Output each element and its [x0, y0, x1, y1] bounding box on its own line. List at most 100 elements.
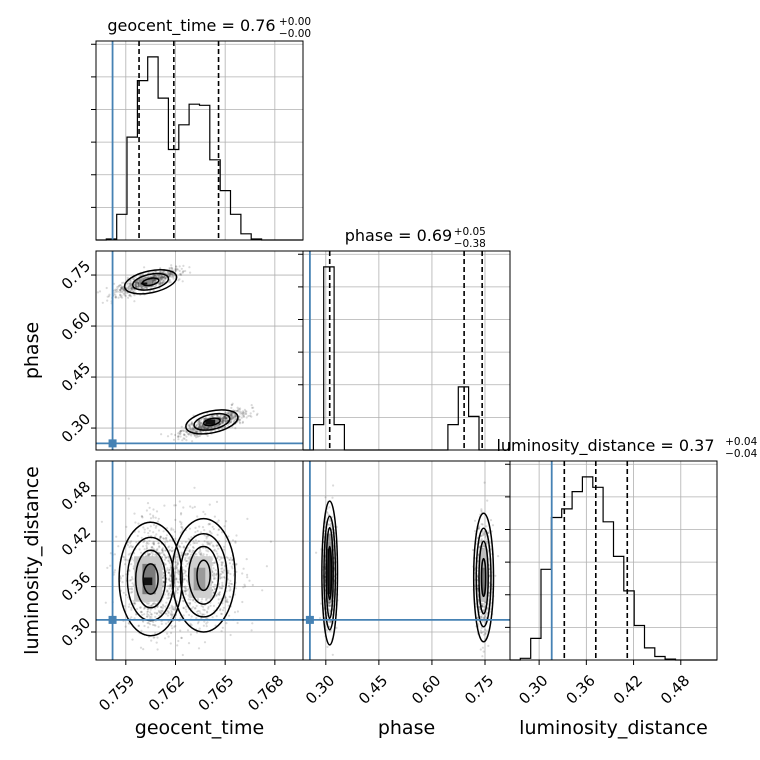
sample-point [479, 648, 482, 651]
sample-point [222, 569, 225, 572]
sample-point [119, 288, 122, 291]
sample-point [216, 555, 220, 558]
sample-point [251, 583, 254, 587]
sample-point [213, 515, 216, 518]
x-tick-label-phase: 0.75 [461, 671, 497, 707]
sample-point [236, 610, 239, 613]
sample-point [131, 545, 135, 548]
sample-point [113, 289, 116, 292]
sample-point [164, 277, 167, 280]
sample-point [485, 629, 488, 632]
sample-point [164, 537, 167, 540]
sample-point [230, 403, 234, 407]
sample-point [177, 438, 180, 441]
sample-point [137, 285, 140, 288]
sample-point [184, 589, 187, 592]
sample-point [241, 600, 244, 604]
sample-point [328, 518, 332, 521]
sample-point [190, 607, 193, 610]
sample-point [198, 420, 201, 423]
sample-point [215, 574, 218, 577]
sample-point [127, 285, 130, 288]
sample-point [228, 584, 231, 588]
sample-point [128, 603, 131, 606]
sample-point [224, 417, 227, 420]
sample-point [127, 296, 130, 299]
sample-point [193, 428, 196, 431]
sample-point [146, 610, 149, 613]
sample-point [226, 556, 229, 560]
sample-point [169, 272, 172, 275]
sample-point [229, 411, 232, 414]
sample-point [182, 264, 185, 267]
sample-point [161, 607, 164, 610]
sample-point [224, 599, 227, 602]
sample-point [229, 556, 232, 560]
sample-point [188, 266, 191, 269]
sample-point [183, 558, 187, 561]
sample-point [215, 572, 218, 575]
sample-point [180, 596, 183, 600]
sample-point [484, 632, 487, 635]
sample-point [328, 603, 331, 606]
contour-luminosity_distance-geocent_time [171, 517, 236, 633]
sample-point [154, 278, 157, 281]
sample-point [169, 566, 172, 569]
sample-point [153, 274, 156, 277]
sample-point [139, 646, 143, 649]
sample-point [200, 431, 203, 434]
sample-point [130, 558, 133, 561]
sample-point [142, 277, 146, 280]
sample-point [265, 565, 268, 568]
sample-point [329, 524, 332, 527]
sample-point [214, 588, 217, 591]
sample-point [229, 572, 232, 576]
sample-point [202, 608, 205, 611]
sample-point [234, 415, 237, 418]
sample-point [169, 568, 172, 571]
sample-point [159, 535, 162, 538]
sample-point [174, 560, 177, 563]
sample-point [223, 417, 226, 420]
sample-point [175, 555, 178, 558]
sample-point [199, 424, 202, 427]
sample-point [161, 551, 164, 554]
y-axis-label-phase: phase [21, 322, 43, 379]
sample-point [176, 591, 179, 594]
sample-point [148, 623, 152, 626]
sample-point [162, 281, 165, 284]
sample-point [154, 279, 157, 282]
sample-point [104, 601, 107, 604]
sample-point [176, 435, 180, 438]
sample-point [159, 276, 162, 279]
sample-point [481, 604, 484, 607]
sample-point [174, 537, 177, 540]
x-tick-label-luminosity_distance: 0.36 [562, 671, 598, 707]
sample-point [135, 281, 138, 284]
sample-point [328, 605, 331, 608]
sample-point [228, 562, 231, 565]
sample-point [324, 496, 327, 499]
sample-point [168, 539, 172, 542]
sample-point [210, 541, 213, 544]
sample-point [220, 417, 223, 420]
sample-point [136, 607, 139, 611]
sample-point [226, 419, 229, 422]
sample-point [202, 624, 205, 627]
sample-point [141, 277, 144, 281]
sample-point [236, 409, 239, 412]
sample-point [182, 600, 185, 603]
sample-point [168, 578, 171, 581]
sample-point [176, 553, 179, 556]
sample-point [208, 522, 211, 525]
sample-point [212, 574, 215, 578]
sample-point [227, 585, 230, 588]
sample-point [137, 624, 140, 627]
sample-point [161, 276, 165, 279]
sample-point [170, 609, 173, 612]
histogram-luminosity_distance [510, 476, 717, 661]
sample-point [154, 603, 157, 606]
sample-point [185, 579, 188, 582]
sample-point [176, 588, 179, 591]
sample-point [153, 281, 156, 284]
